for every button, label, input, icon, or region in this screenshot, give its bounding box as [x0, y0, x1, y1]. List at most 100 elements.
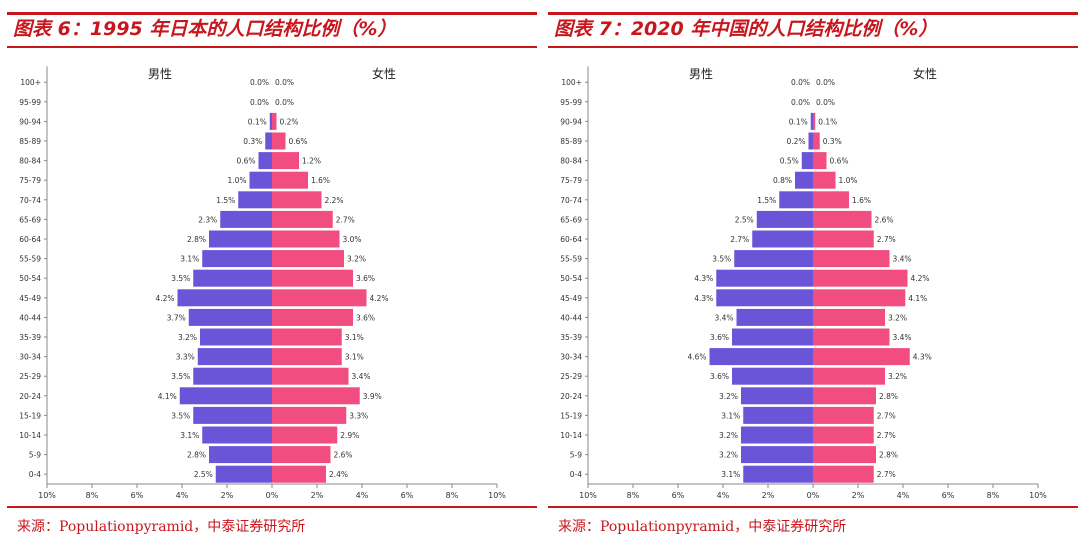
age-tick-label: 45-49	[19, 294, 41, 303]
female-value-label: 0.0%	[275, 78, 294, 87]
female-value-label: 0.6%	[830, 157, 849, 166]
age-tick-label: 5-9	[29, 451, 41, 460]
male-value-label: 3.2%	[719, 431, 738, 440]
male-value-label: 2.5%	[735, 215, 754, 224]
age-tick-label: 85-89	[19, 137, 41, 146]
male-value-label: 4.3%	[694, 294, 713, 303]
male-value-label: 0.1%	[789, 117, 808, 126]
male-bar	[741, 387, 813, 405]
female-bar	[813, 367, 885, 385]
male-value-label: 3.1%	[180, 431, 199, 440]
male-bar	[808, 132, 813, 150]
male-value-label: 3.5%	[171, 372, 190, 381]
female-bar	[272, 210, 333, 228]
age-tick-label: 5-9	[570, 451, 582, 460]
female-value-label: 2.7%	[877, 431, 896, 440]
female-bar	[813, 387, 876, 405]
male-bar	[801, 152, 813, 170]
age-tick-label: 85-89	[560, 137, 582, 146]
age-tick-label: 80-84	[19, 157, 41, 166]
male-value-label: 0.3%	[243, 137, 262, 146]
female-bar	[813, 308, 885, 326]
male-value-label: 3.1%	[180, 255, 199, 264]
x-tick-label: 2%	[762, 491, 775, 500]
female-bar	[272, 191, 322, 209]
female-value-label: 2.6%	[334, 451, 353, 460]
male-value-label: 4.2%	[155, 294, 174, 303]
male-value-label: 3.5%	[712, 255, 731, 264]
male-value-label: 0.0%	[250, 78, 269, 87]
age-tick-label: 10-14	[560, 431, 582, 440]
female-value-label: 4.3%	[913, 353, 932, 362]
chart-title: 图表 6：1995 年日本的人口结构比例（%）	[13, 18, 397, 40]
male-bar	[193, 367, 272, 385]
x-tick-label: 0%	[807, 491, 820, 500]
female-bar	[813, 210, 872, 228]
male-value-label: 3.1%	[721, 411, 740, 420]
male-bar	[709, 348, 813, 366]
female-value-label: 0.3%	[823, 137, 842, 146]
female-value-label: 4.2%	[370, 294, 389, 303]
female-value-label: 2.4%	[329, 470, 348, 479]
female-value-label: 3.2%	[888, 372, 907, 381]
male-value-label: 3.6%	[710, 333, 729, 342]
male-value-label: 0.0%	[250, 98, 269, 107]
male-bar	[193, 406, 272, 424]
female-bar	[813, 289, 906, 307]
age-tick-label: 50-54	[560, 274, 582, 283]
female-value-label: 3.4%	[352, 372, 371, 381]
male-bar	[741, 446, 813, 464]
x-tick-label: 10%	[1029, 491, 1047, 500]
male-bar	[741, 426, 813, 444]
female-value-label: 2.7%	[336, 215, 355, 224]
age-tick-label: 35-39	[19, 333, 41, 342]
age-tick-label: 20-24	[560, 392, 582, 401]
female-value-label: 0.0%	[816, 98, 835, 107]
x-tick-label: 6%	[401, 491, 414, 500]
male-value-label: 2.8%	[187, 451, 206, 460]
female-bar	[813, 406, 874, 424]
title-rule	[548, 46, 1078, 48]
female-value-label: 3.3%	[349, 411, 368, 420]
male-value-label: 2.3%	[198, 215, 217, 224]
female-value-label: 3.4%	[893, 333, 912, 342]
male-bar	[743, 465, 813, 483]
x-tick-label: 0%	[266, 491, 279, 500]
top-rule	[7, 12, 537, 15]
x-tick-label: 4%	[717, 491, 730, 500]
female-value-label: 2.9%	[340, 431, 359, 440]
chart-title: 图表 7：2020 年中国的人口结构比例（%）	[554, 18, 938, 40]
x-tick-label: 10%	[488, 491, 506, 500]
age-tick-label: 75-79	[19, 176, 41, 185]
female-bar	[813, 269, 908, 287]
male-bar	[269, 112, 272, 130]
age-tick-label: 25-29	[560, 372, 582, 381]
x-tick-label: 2%	[852, 491, 865, 500]
male-value-label: 2.8%	[187, 235, 206, 244]
male-value-label: 0.1%	[248, 117, 267, 126]
female-bar	[813, 132, 820, 150]
male-bar	[193, 269, 272, 287]
female-value-label: 1.0%	[839, 176, 858, 185]
male-value-label: 1.5%	[757, 196, 776, 205]
male-value-label: 3.5%	[171, 274, 190, 283]
age-tick-label: 55-59	[19, 255, 41, 264]
age-tick-label: 90-94	[19, 117, 41, 126]
age-tick-label: 30-34	[560, 353, 582, 362]
x-tick-label: 8%	[627, 491, 640, 500]
legend-female: 女性	[913, 66, 937, 81]
female-value-label: 1.2%	[302, 157, 321, 166]
female-value-label: 4.2%	[911, 274, 930, 283]
female-value-label: 0.0%	[816, 78, 835, 87]
age-tick-label: 70-74	[19, 196, 41, 205]
male-value-label: 2.5%	[194, 470, 213, 479]
x-tick-label: 2%	[221, 491, 234, 500]
male-bar	[238, 191, 272, 209]
male-bar	[716, 269, 813, 287]
female-bar	[272, 289, 367, 307]
male-value-label: 3.5%	[171, 411, 190, 420]
female-bar	[272, 367, 349, 385]
x-tick-label: 6%	[131, 491, 144, 500]
age-tick-label: 55-59	[560, 255, 582, 264]
female-bar	[272, 446, 331, 464]
